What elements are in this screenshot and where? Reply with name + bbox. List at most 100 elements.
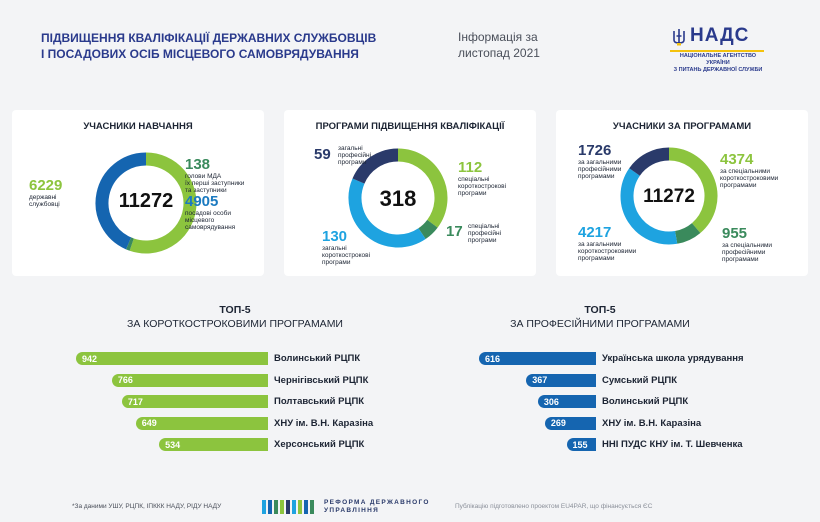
slice-value: 59 [314,146,331,163]
legend-special-professional: 17 спеціальні професійні програми [446,223,501,244]
info-line-1: Інформація за [458,30,538,44]
bar [566,438,596,451]
top5-professional-title-line-2: ЗА ПРОФЕСІЙНИМИ ПРОГРАМАМИ [510,318,690,330]
reform-text: РЕФОРМА ДЕРЖАВНОГО УПРАВЛІННЯ [324,499,430,515]
title-line-2: І ПОСАДОВИХ ОСІБ МІСЦЕВОГО САМОВРЯДУВАНН… [41,47,359,61]
bar [479,352,596,365]
slice-desc-line: програми [468,237,497,244]
slice-desc-line: короткострокові [322,252,371,259]
top5-short-title-line-2: ЗА КОРОТКОСТРОКОВИМИ ПРОГРАМАМИ [127,318,343,330]
slice-desc-line: та заступники [185,187,227,194]
slice-desc-line: службовці [29,201,60,208]
donut-slice [668,147,718,233]
donut-slice [418,219,438,240]
logo-rule [670,50,764,52]
legend-general-short: 130 загальні короткострокові програми [322,229,370,266]
slice-desc: за спеціальними короткостроковими програ… [720,168,778,189]
bar-category-label: Волинський РЦПК [274,353,361,364]
slice-desc: спеціальні короткострокові програми [458,176,506,197]
slice-desc-line: посадові особи [185,210,232,217]
slice-desc-line: за спеціальними [722,242,773,249]
reform-logo: РЕФОРМА ДЕРЖАВНОГО УПРАВЛІННЯ [262,498,432,516]
legend-special-short: 112 спеціальні короткострокові програми [458,160,506,197]
bar [121,395,268,408]
top5-short-title-line-1: ТОП-5 [219,304,251,316]
donut-slice [620,168,678,245]
bar [76,352,268,365]
bar-value-label: 306 [543,396,559,407]
slice-desc-line: спеціальні [458,176,490,183]
bar-value-label: 649 [141,418,157,428]
bar-chart-short-term: 942 Волинський РЦПК 766 Чернігівський РЦПК 7… [0,348,410,463]
slice-desc-line: за спеціальними [720,168,771,175]
donut-total: 11272 [118,190,174,212]
bar [135,416,268,430]
slice-desc-line: загальні [338,145,363,152]
donut-slice [674,222,701,244]
donut-slice [129,152,197,254]
top5-professional-title: ТОП-5 ЗА ПРОФЕСІЙНИМИ ПРОГРАМАМИ [465,303,735,331]
bar-value-label: 717 [127,396,143,407]
bar-category-label: ХНУ ім. В.Н. Каразіна [602,417,702,429]
slice-value: 130 [322,228,348,245]
bar-category-label: Українська школа урядування [602,353,744,364]
card-title: УЧАСНИКИ ЗА ПРОГРАМАМИ [612,121,752,132]
top5-professional-title-line-1: ТОП-5 [584,304,616,316]
slice-value: 955 [722,225,748,242]
slice-desc-line: загальні [322,245,347,252]
slice-desc-line: місцевого [185,217,215,224]
legend-general-professional: 59 загальні професійні програми [314,145,371,166]
bar-category-label: Чернігівський РЦПК [274,374,369,386]
slice-value: 112 [458,159,483,176]
slice-desc: спеціальні професійні програми [468,223,528,244]
slice-value: 138 [185,156,211,173]
bar-category-label: Волинський РЦПК [602,396,689,407]
slice-desc: посадові особи місцевого самоврядування [185,210,235,231]
bar [111,373,268,387]
slice-desc: за загальними короткостроковими програма… [578,241,636,262]
donut-chart-participants-by-program [620,147,718,245]
bar-category-label: Полтавський РЦПК [274,396,365,407]
bar-value-label: 367 [532,375,548,385]
donut-slice [629,147,670,176]
slice-value: 4217 [578,224,612,241]
slice-value: 17 [446,223,463,240]
legend-special-short: 4374 за спеціальними короткостроковими п… [720,152,778,189]
trident-icon [673,29,685,46]
bar-value-label: 534 [165,439,181,450]
slice-desc: загальні короткострокові програми [322,245,370,266]
slice-value: 4374 [720,151,754,168]
slice-desc-line: за загальними [578,159,622,166]
slice-desc-line: державні [29,194,57,201]
bar [537,395,596,408]
card-participants: УЧАСНИКИ НАВЧАННЯ 11272 6229 державні сл… [12,110,264,276]
reform-text-line-2: УПРАВЛІННЯ [324,507,380,514]
legend-special-professional: 955 за спеціальними професійними програм… [722,226,772,263]
slice-value: 6229 [29,177,63,194]
slice-desc: голови МДА їх перші заступники та заступ… [185,173,244,194]
donut-slice [397,148,448,228]
logo-subtitle: НАЦІОНАЛЬНЕ АГЕНТСТВО УКРАЇНИ З ПИТАНЬ Д… [668,53,768,74]
slice-desc-line: за загальними [578,241,622,248]
slice-desc-line: професійними [578,166,622,173]
logo-subtitle-line-1: НАЦІОНАЛЬНЕ АГЕНТСТВО УКРАЇНИ [679,53,757,66]
legend-civil-servants: 6229 державні службовці [29,178,62,208]
slice-value: 1726 [578,142,612,159]
bar [544,416,596,430]
card-programs: ПРОГРАМИ ПІДВИЩЕННЯ КВАЛІФІКАЦІЇ 318 59 … [284,110,536,276]
legend-heads-mda: 138 голови МДА їх перші заступники та за… [185,157,244,194]
bar-category-label: Херсонський РЦПК [274,439,365,450]
logo-brand: НАДС [690,25,750,46]
slice-desc-line: професійними [722,249,766,256]
bar-value-label: 155 [572,439,588,450]
slice-value: 4905 [185,193,219,210]
publication-note: Публікацію підготовлено проектом EU4PAR,… [455,503,653,510]
slice-desc-line: самоврядування [185,224,236,231]
footer-note: *За даними УШУ, РЦПК, ІПККК НАДУ, РІДУ Н… [72,503,222,510]
reform-text-line-1: РЕФОРМА ДЕРЖАВНОГО [324,499,430,506]
bar [526,373,596,387]
card-title: ПРОГРАМИ ПІДВИЩЕННЯ КВАЛІФІКАЦІЇ [315,121,505,132]
donut-total: 11272 [643,186,695,207]
legend-general-short: 4217 за загальними короткостроковими про… [578,225,636,262]
bar-value-label: 942 [82,353,98,364]
